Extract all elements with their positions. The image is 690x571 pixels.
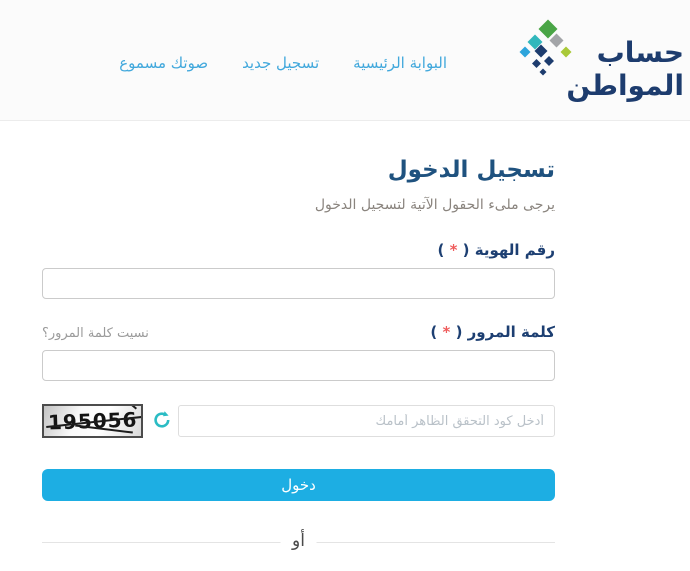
or-divider: أو <box>42 531 555 555</box>
brand-logo[interactable]: حساب المواطن <box>486 12 686 112</box>
refresh-icon <box>152 410 172 433</box>
brand-name-line2: المواطن <box>566 69 684 102</box>
required-asterisk: * <box>442 323 451 341</box>
page-subtitle: يرجى ملىء الحقول الآتية لتسجيل الدخول <box>314 197 555 213</box>
brand-name-line1: حساب <box>596 36 684 69</box>
nav-link-register[interactable]: تسجيل جديد <box>242 54 320 72</box>
main-nav: البوابة الرئيسية تسجيل جديد صوتك مسموع <box>119 54 447 72</box>
site-header: البوابة الرئيسية تسجيل جديد صوتك مسموع ح… <box>0 0 690 121</box>
id-number-label: رقم الهوية ( * ) <box>437 241 555 259</box>
captcha-image: 195056 <box>42 404 143 438</box>
login-button[interactable]: دخول <box>42 469 555 501</box>
id-number-field: رقم الهوية ( * ) <box>42 241 555 299</box>
brand-name: حساب المواطن <box>566 36 684 102</box>
nav-link-home[interactable]: البوابة الرئيسية <box>353 54 447 72</box>
captcha-row: 195056 <box>42 404 555 438</box>
page-title: تسجيل الدخول <box>387 157 555 183</box>
password-label: كلمة المرور ( * ) <box>430 323 555 341</box>
nav-link-voice[interactable]: صوتك مسموع <box>119 54 209 72</box>
password-field: كلمة المرور ( * ) نسيت كلمة المرور؟ <box>42 323 555 381</box>
diamond-cluster-icon <box>512 14 574 84</box>
login-form: رقم الهوية ( * ) كلمة المرور ( * ) نسيت … <box>42 241 555 555</box>
password-input[interactable] <box>42 350 555 381</box>
captcha-input[interactable] <box>178 405 555 437</box>
login-section: تسجيل الدخول يرجى ملىء الحقول الآتية لتس… <box>42 157 555 555</box>
forgot-password-link[interactable]: نسيت كلمة المرور؟ <box>42 326 149 341</box>
or-label: أو <box>280 531 317 551</box>
required-asterisk: * <box>449 241 458 259</box>
captcha-refresh-button[interactable] <box>151 410 173 432</box>
id-number-input[interactable] <box>42 268 555 299</box>
